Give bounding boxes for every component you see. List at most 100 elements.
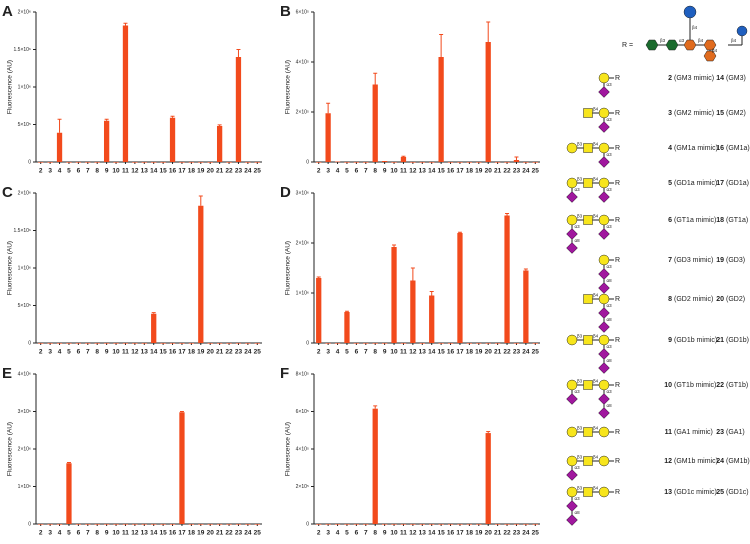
key-r-label: R =	[622, 42, 633, 49]
bar	[466, 524, 473, 525]
panel-label: C	[2, 184, 13, 201]
r-glycan	[645, 5, 748, 62]
bar	[94, 343, 100, 344]
x-tick-label: 15	[160, 349, 168, 356]
x-tick-label: 20	[207, 530, 215, 537]
y-tick-label: 0	[306, 521, 309, 527]
compound-name: (GD3)	[726, 257, 745, 264]
panel-label: F	[280, 365, 289, 382]
bar	[160, 162, 166, 163]
x-tick-label: 12	[131, 168, 139, 175]
y-axis-title: Fluorescence (AU)	[7, 422, 14, 476]
bar	[325, 113, 331, 162]
compound-number: 12	[664, 458, 672, 465]
x-tick-label: 20	[485, 349, 493, 356]
x-tick-label: 2	[317, 349, 321, 356]
x-tick-label: 23	[513, 530, 521, 537]
bar	[523, 524, 529, 525]
compound-name: (GT1b)	[726, 382, 748, 389]
compound-number: 5	[668, 180, 672, 187]
x-tick-label: 4	[336, 530, 340, 537]
compound-name: (GM1b)	[726, 458, 750, 465]
x-tick-label: 6	[77, 530, 81, 537]
link-label: β4	[593, 426, 599, 431]
x-tick-label: 19	[197, 349, 205, 356]
x-tick-label: 5	[67, 168, 71, 175]
bar	[334, 524, 341, 525]
compound-name: (GD1a mimic)	[674, 180, 717, 187]
link-label: α8	[607, 403, 613, 408]
x-tick-label: 16	[169, 168, 177, 175]
bar	[447, 524, 454, 525]
link-label: β4	[593, 293, 599, 298]
bar	[447, 162, 454, 163]
bar	[513, 524, 520, 525]
galnac	[583, 215, 593, 225]
x-tick-label: 2	[317, 530, 321, 537]
x-tick-label: 13	[419, 530, 427, 537]
link-label: α3	[575, 224, 581, 229]
y-axis-title: Fluorescence (AU)	[7, 241, 14, 295]
y-tick-label: 4×10⁶	[18, 371, 31, 377]
panel-label: D	[280, 184, 291, 201]
galactose	[598, 334, 610, 346]
bar	[494, 343, 501, 344]
x-tick-label: 24	[244, 349, 252, 356]
bar	[316, 278, 322, 343]
bar	[160, 343, 166, 344]
link-label: α8	[607, 358, 613, 363]
bar	[419, 343, 425, 344]
error-bar	[486, 21, 491, 42]
x-tick-label: 17	[178, 530, 186, 537]
error-bar	[57, 118, 62, 133]
bar	[103, 120, 110, 162]
glycan	[566, 379, 614, 419]
sialic-acid	[598, 228, 610, 240]
bar	[532, 524, 538, 525]
y-tick-label: 6×10⁵	[296, 9, 309, 15]
compound-name: (GT1a)	[726, 217, 748, 224]
compound-name: (GD1c)	[726, 489, 749, 496]
y-tick-label: 2×10⁶	[18, 9, 31, 15]
glycan	[566, 142, 614, 168]
bar	[103, 343, 110, 344]
x-tick-label: 3	[326, 168, 330, 175]
bar	[447, 343, 454, 344]
x-tick-label: 24	[522, 349, 530, 356]
bar	[179, 343, 185, 344]
glycan	[598, 254, 614, 294]
error-bar	[410, 267, 415, 281]
glycan	[566, 214, 614, 254]
bar	[151, 162, 157, 163]
error-bar	[236, 49, 241, 57]
sialic-acid	[598, 282, 610, 294]
bar	[216, 343, 223, 344]
x-tick-label: 4	[58, 168, 62, 175]
x-tick-label: 15	[438, 168, 446, 175]
compound-name: (GD1b)	[726, 337, 749, 344]
bar	[410, 280, 416, 343]
bar	[523, 162, 529, 163]
compound-number: 18	[716, 217, 724, 224]
bar	[372, 84, 378, 162]
bar	[325, 524, 331, 525]
compound-number: 25	[716, 489, 724, 496]
link-label: β4	[731, 38, 737, 43]
r-group: R	[615, 489, 620, 496]
bar	[523, 270, 529, 343]
bar	[476, 343, 482, 344]
bar	[381, 161, 388, 162]
bar	[363, 162, 369, 163]
compound-name: (GM1b mimic)	[674, 458, 718, 465]
x-tick-label: 14	[150, 530, 158, 537]
bar	[419, 162, 425, 163]
bar	[485, 42, 491, 162]
sialic-acid	[566, 514, 578, 526]
bar	[113, 343, 119, 344]
galactose	[566, 214, 578, 226]
bar	[513, 343, 520, 344]
x-tick-label: 23	[235, 349, 243, 356]
x-tick-label: 18	[188, 349, 196, 356]
bar	[132, 162, 138, 163]
glycan	[566, 177, 614, 203]
